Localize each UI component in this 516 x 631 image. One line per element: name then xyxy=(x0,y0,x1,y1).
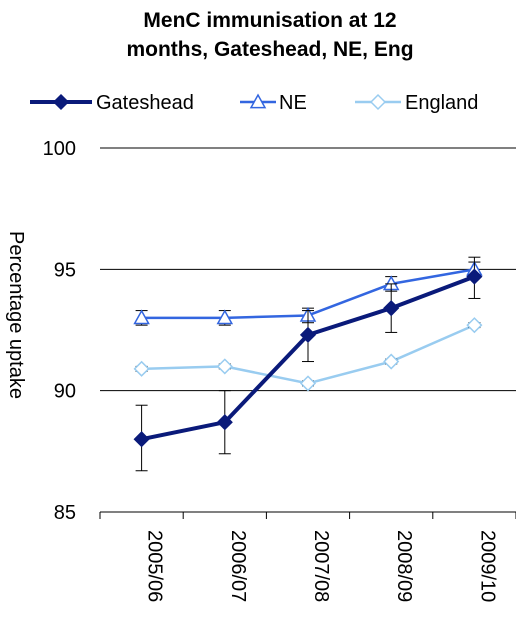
legend-marker-gateshead xyxy=(52,93,70,111)
y-tick-label-95: 95 xyxy=(54,259,76,281)
y-tick-label-85: 85 xyxy=(54,502,76,524)
x-tick-label-2006-07: 2006/07 xyxy=(227,530,249,602)
legend-label-england: England xyxy=(405,92,478,114)
y-tick-label-100: 100 xyxy=(43,138,76,160)
chart-title-line-2: months, Gateshead, NE, Eng xyxy=(126,38,414,61)
chart-title-line-1: MenC immunisation at 12 xyxy=(143,9,397,32)
y-tick-label-90: 90 xyxy=(54,381,76,403)
legend-marker-england xyxy=(369,93,387,111)
data-point-england-3 xyxy=(383,353,400,370)
data-point-gateshead-1 xyxy=(216,414,233,431)
data-point-gateshead-4 xyxy=(466,268,483,285)
x-tick-label-2005-06: 2005/06 xyxy=(144,530,166,602)
data-point-gateshead-0 xyxy=(133,431,150,448)
legend-marker-ne xyxy=(249,93,267,109)
x-tick-label-2008-09: 2008/09 xyxy=(393,530,415,602)
data-point-england-2 xyxy=(299,375,317,392)
data-point-ne-0 xyxy=(133,309,150,325)
data-point-england-0 xyxy=(133,360,150,377)
data-point-gateshead-2 xyxy=(299,326,317,343)
data-point-england-1 xyxy=(216,358,233,375)
x-tick-label-2009-10: 2009/10 xyxy=(476,530,498,602)
y-axis-label: Percentage uptake xyxy=(5,231,27,399)
x-tick-label-2007-08: 2007/08 xyxy=(310,530,332,602)
legend-label-ne: NE xyxy=(279,92,307,114)
chart-title: MenC immunisation at 12 months, Gateshea… xyxy=(60,6,480,64)
legend-label-gateshead: Gateshead xyxy=(96,92,194,114)
data-point-gateshead-3 xyxy=(383,300,400,317)
data-point-ne-1 xyxy=(216,309,234,325)
data-point-england-4 xyxy=(466,317,483,334)
